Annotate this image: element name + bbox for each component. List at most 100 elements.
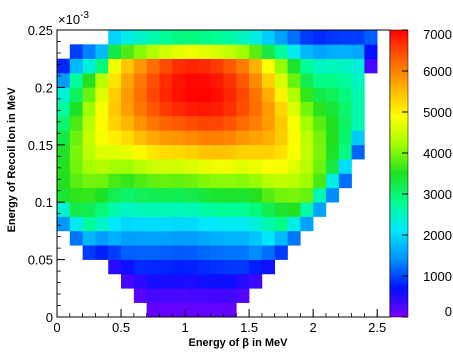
heatmap-cell	[287, 144, 301, 160]
heatmap-cell	[108, 116, 122, 131]
heatmap-cell	[325, 30, 340, 45]
heatmap-cell	[108, 259, 122, 275]
heatmap-cell	[159, 144, 173, 160]
heatmap-cell	[146, 30, 160, 45]
heatmap-cell	[325, 116, 340, 131]
heatmap-cell	[325, 130, 340, 146]
heatmap-cell	[95, 159, 109, 174]
heatmap-cell	[133, 87, 147, 103]
heatmap-cell	[210, 259, 224, 275]
y-tick-label: 0	[46, 310, 53, 325]
heatmap-cell	[249, 87, 263, 103]
color-scale-tick-label: 6000	[423, 64, 452, 79]
heatmap-cell	[172, 288, 186, 303]
heatmap-cell	[159, 73, 173, 88]
heatmap-cell	[364, 44, 378, 59]
heatmap-cell	[223, 245, 237, 260]
heatmap-cell	[185, 44, 199, 59]
heatmap-cell	[185, 30, 199, 45]
heatmap-cell	[249, 30, 263, 45]
heatmap-cell	[108, 130, 122, 146]
color-scale-tick-label: 2000	[423, 228, 452, 243]
heatmap-cell	[185, 130, 199, 146]
heatmap-cell	[351, 87, 365, 103]
heatmap-cell	[185, 58, 199, 74]
heatmap-cell	[223, 73, 237, 88]
heatmap-cell	[338, 58, 352, 74]
heatmap-cell	[69, 202, 83, 217]
heatmap-cell	[338, 159, 352, 174]
heatmap-cell	[95, 116, 109, 131]
heatmap-cell	[313, 187, 327, 203]
heatmap-cell	[121, 230, 135, 246]
heatmap-cell	[133, 230, 147, 246]
heatmap-cell	[185, 159, 199, 174]
heatmap-cell	[223, 101, 237, 117]
heatmap-cell	[57, 173, 71, 189]
heatmap-cell	[95, 202, 109, 217]
heatmap-cell	[146, 259, 160, 275]
color-scale-tick-label: 5000	[423, 105, 452, 120]
heatmap-cell	[185, 230, 199, 246]
heatmap-cell	[172, 44, 186, 59]
heatmap-cell	[274, 130, 288, 146]
heatmap-cell	[159, 302, 173, 317]
heatmap-cell	[210, 216, 224, 232]
heatmap-cell	[210, 230, 224, 246]
heatmap-cell	[236, 187, 250, 203]
heatmap-cell	[223, 187, 237, 203]
heatmap-cell	[82, 144, 96, 160]
heatmap-cell	[325, 58, 340, 74]
heatmap-cell	[146, 101, 160, 117]
heatmap-cell	[313, 130, 327, 146]
heatmap-cell	[197, 288, 211, 303]
heatmap-cell	[210, 288, 224, 303]
heatmap-cell	[261, 44, 276, 59]
heatmap-cell	[146, 87, 160, 103]
heatmap-cell	[197, 87, 211, 103]
heatmap-cell	[287, 73, 301, 88]
heatmap-cell	[172, 230, 186, 246]
heatmap-cell	[146, 58, 160, 74]
heatmap-cell	[159, 245, 173, 260]
heatmap-cell	[82, 73, 96, 88]
heatmap-cell	[159, 30, 173, 45]
color-scale-tick-label: 1000	[423, 269, 452, 284]
heatmap-cell	[325, 44, 340, 59]
heatmap-cell	[261, 159, 276, 174]
heatmap-cell	[172, 130, 186, 146]
heatmap-cell	[146, 202, 160, 217]
heatmap-cell	[223, 273, 237, 289]
heatmap-cell	[223, 144, 237, 160]
y-tick-label: 0.25	[28, 23, 53, 38]
x-axis: 0 0.5 1 1.5 2 2.5	[53, 309, 386, 335]
heatmap-cell	[133, 273, 147, 289]
heatmap-cell	[69, 130, 83, 146]
heatmap-cell	[325, 101, 340, 117]
heatmap-cell	[82, 87, 96, 103]
y-axis: 0 0.05 0.1 0.15 0.2 0.25	[28, 23, 65, 325]
heatmap-cell	[133, 116, 147, 131]
heatmap-cell	[249, 259, 263, 275]
heatmap-cell	[95, 44, 109, 59]
heatmap-cell	[159, 130, 173, 146]
heatmap-cell	[82, 216, 96, 232]
heatmap-cell	[274, 73, 288, 88]
heatmap-cell	[210, 101, 224, 117]
heatmap-cell	[172, 144, 186, 160]
heatmap-cell	[249, 44, 263, 59]
heatmap-cell	[210, 173, 224, 189]
heatmap-cell	[287, 159, 301, 174]
heatmap-cell	[185, 87, 199, 103]
heatmap-cell	[210, 73, 224, 88]
heatmap-cell	[133, 44, 147, 59]
heatmap-cell	[236, 130, 250, 146]
heatmap-cell	[159, 116, 173, 131]
heatmap-cell	[274, 187, 288, 203]
heatmap-cell	[287, 58, 301, 74]
heatmap-cell	[57, 187, 71, 203]
heatmap-cell	[223, 58, 237, 74]
heatmap-cell	[338, 173, 352, 189]
heatmap-cell	[172, 30, 186, 45]
